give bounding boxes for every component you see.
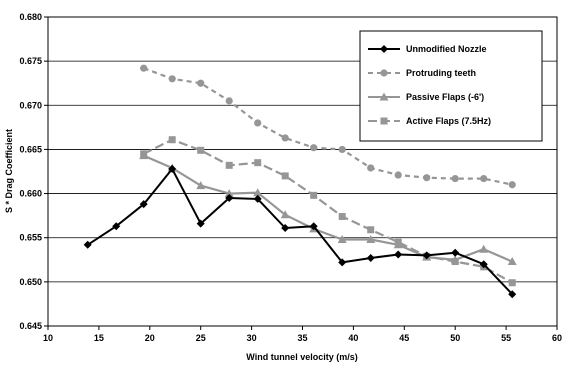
data-point: [168, 136, 176, 144]
y-tick-label: 0.670: [19, 100, 42, 110]
data-point: [168, 164, 177, 173]
data-point: [366, 234, 376, 243]
x-tick-label: 50: [450, 333, 460, 343]
data-point: [197, 146, 205, 154]
legend-marker: [380, 69, 388, 77]
data-point: [508, 279, 516, 287]
data-point: [451, 248, 460, 257]
data-point: [394, 171, 402, 179]
data-point: [422, 251, 431, 260]
data-point: [253, 188, 263, 197]
data-point: [367, 226, 375, 234]
y-tick-label: 0.650: [19, 277, 42, 287]
data-point: [253, 194, 262, 203]
data-point: [507, 257, 517, 266]
data-point: [450, 255, 460, 264]
data-point: [139, 151, 149, 160]
legend-marker: [379, 92, 389, 101]
x-tick-label: 15: [94, 333, 104, 343]
legend: Unmodified Nozzle Protruding teeth Passive…: [359, 30, 543, 142]
data-point: [254, 119, 262, 127]
data-point: [140, 64, 148, 72]
x-tick-label: 10: [43, 333, 53, 343]
series-line: [87, 167, 513, 295]
x-tick-label: 55: [501, 333, 511, 343]
data-point: [367, 164, 375, 172]
data-point: [197, 79, 205, 87]
legend-marker: [380, 45, 388, 53]
data-point: [508, 181, 516, 189]
x-tick-label: 40: [348, 333, 358, 343]
data-point: [254, 159, 262, 167]
x-tick-label: 30: [247, 333, 257, 343]
x-tick-label: 35: [297, 333, 307, 343]
x-tick-label: 60: [552, 333, 562, 343]
series-1: [140, 64, 516, 189]
data-point: [168, 75, 176, 83]
data-point: [112, 222, 121, 231]
data-point: [281, 172, 289, 180]
series-2: [139, 151, 517, 266]
x-axis-ticks: 10 15 20 25 30 35 40 45 50 55 60: [43, 326, 562, 343]
data-point: [196, 219, 205, 228]
data-point: [508, 290, 517, 299]
data-point: [224, 189, 234, 198]
series-line: [143, 67, 513, 186]
y-axis-title: S * Drag Coefficient: [4, 129, 14, 213]
x-tick-label: 20: [145, 333, 155, 343]
legend-item: Active Flaps (7.5Hz): [368, 116, 491, 126]
legend-item: Unmodified Nozzle: [368, 44, 487, 54]
x-axis-title: Wind tunnel velocity (m/s): [246, 352, 357, 362]
data-point: [281, 134, 289, 142]
data-point: [393, 240, 403, 249]
data-point: [309, 222, 318, 231]
data-point: [338, 145, 346, 154]
legend-label: Protruding teeth: [406, 68, 476, 78]
series-0: [83, 164, 517, 299]
data-point: [225, 193, 234, 202]
data-point: [366, 254, 375, 263]
series-layer: [83, 64, 517, 299]
legend-marker: [380, 117, 388, 125]
data-point: [310, 191, 318, 199]
y-tick-label: 0.675: [19, 56, 42, 66]
data-point: [423, 174, 431, 182]
legend-label: Passive Flaps (-6'): [406, 92, 484, 102]
series-line: [143, 154, 513, 263]
y-axis-ticks: 0.645 0.650 0.655 0.660 0.665 0.670 0.675 0.680: [19, 12, 48, 331]
data-point: [281, 224, 290, 233]
data-point: [225, 97, 233, 105]
data-point: [480, 174, 488, 183]
x-tick-label: 45: [399, 333, 409, 343]
legend-item: Protruding teeth: [368, 68, 476, 78]
data-point: [196, 181, 206, 190]
data-point: [83, 240, 92, 249]
data-point: [394, 250, 403, 259]
data-point: [479, 260, 488, 269]
data-point: [139, 200, 148, 209]
legend-label: Active Flaps (7.5Hz): [406, 116, 491, 126]
data-point: [280, 210, 290, 219]
legend-label: Unmodified Nozzle: [406, 44, 487, 54]
data-point: [310, 144, 318, 152]
data-point: [451, 174, 459, 183]
data-point: [338, 258, 347, 267]
series-line: [143, 138, 513, 284]
y-tick-label: 0.655: [19, 233, 42, 243]
y-tick-label: 0.660: [19, 189, 42, 199]
y-tick-label: 0.665: [19, 144, 42, 154]
legend-item: Passive Flaps (-6'): [368, 92, 484, 102]
data-point: [337, 234, 347, 243]
x-tick-label: 25: [196, 333, 206, 343]
y-tick-label: 0.645: [19, 321, 42, 331]
data-point: [479, 244, 489, 253]
data-point: [338, 213, 346, 221]
y-tick-label: 0.680: [19, 12, 42, 22]
data-point: [225, 161, 233, 169]
